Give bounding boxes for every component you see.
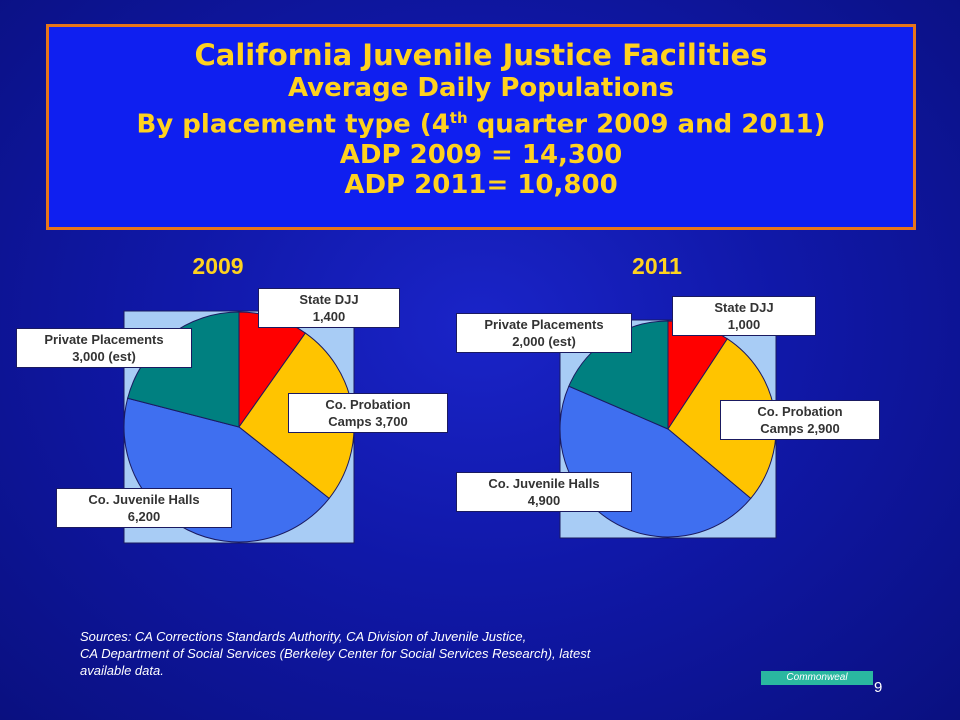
label-2011-state-djj-value: 1,000 [727, 317, 761, 332]
label-2009-juvenile-halls-value: 6,200 [127, 509, 161, 524]
label-2009-private-placements: Private Placements 3,000 (est) [16, 328, 192, 368]
label-2009-probation-camps-value: Camps 3,700 [328, 414, 408, 429]
sources-line-1: Sources: CA Corrections Standards Author… [80, 629, 527, 644]
label-2011-private-placements: Private Placements 2,000 (est) [456, 313, 632, 353]
slide-subtitle-placement: By placement type (4th quarter 2009 and … [49, 103, 913, 140]
sources-line-3: available data. [80, 663, 164, 678]
chart-title-2011: 2011 [632, 253, 682, 279]
subtitle-placement-sup: th [449, 109, 468, 127]
label-2009-juvenile-halls-name: Co. Juvenile Halls [88, 492, 200, 507]
adp-2011-line: ADP 2011= 10,800 [344, 169, 618, 200]
label-2009-private-placements-name: Private Placements [44, 332, 164, 347]
label-2009-juvenile-halls: Co. Juvenile Halls 6,200 [56, 488, 232, 528]
chart-title-2009: 2009 [192, 253, 244, 279]
page-number: 9 [874, 679, 883, 696]
label-2011-probation-camps-name: Co. Probation [757, 404, 843, 419]
subtitle-placement-post: quarter 2009 and 2011) [467, 109, 826, 140]
label-2011-juvenile-halls: Co. Juvenile Halls 4,900 [456, 472, 632, 512]
subtitle-placement-pre: By placement type (4 [136, 109, 450, 140]
label-2011-juvenile-halls-value: 4,900 [527, 493, 561, 508]
label-2009-state-djj: State DJJ 1,400 [258, 288, 400, 328]
title-box: California Juvenile Justice Facilities A… [46, 24, 916, 230]
label-2011-probation-camps: Co. Probation Camps 2,900 [720, 400, 880, 440]
label-2011-juvenile-halls-name: Co. Juvenile Halls [488, 476, 600, 491]
label-2009-probation-camps: Co. Probation Camps 3,700 [288, 393, 448, 433]
label-2011-probation-camps-value: Camps 2,900 [760, 421, 840, 436]
label-2011-state-djj-name: State DJJ [714, 300, 774, 315]
commonweal-logo: Commonweal [761, 671, 873, 685]
label-2011-private-placements-name: Private Placements [484, 317, 604, 332]
slide-title: California Juvenile Justice Facilities [194, 38, 768, 72]
label-2009-private-placements-value: 3,000 (est) [72, 349, 136, 364]
label-2009-state-djj-name: State DJJ [299, 292, 359, 307]
adp-2009-line: ADP 2009 = 14,300 [339, 139, 623, 170]
label-2011-private-placements-value: 2,000 (est) [512, 334, 576, 349]
slide-subtitle: Average Daily Populations [287, 73, 675, 103]
label-2011-state-djj: State DJJ 1,000 [672, 296, 816, 336]
sources-line-2: CA Department of Social Services (Berkel… [80, 646, 591, 661]
label-2009-state-djj-value: 1,400 [312, 309, 346, 324]
label-2009-probation-camps-name: Co. Probation [325, 397, 411, 412]
sources-note: Sources: CA Corrections Standards Author… [80, 628, 740, 679]
